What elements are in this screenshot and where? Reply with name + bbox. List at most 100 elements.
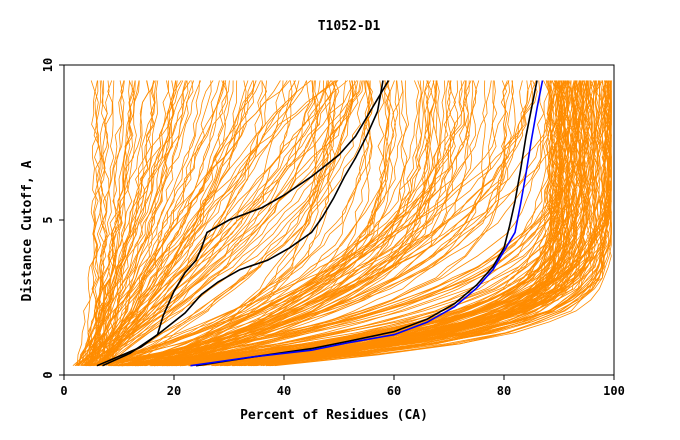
model-curve bbox=[100, 80, 348, 366]
model-curve bbox=[106, 80, 186, 366]
model-curve bbox=[172, 80, 391, 367]
x-tick-label: 20 bbox=[167, 384, 181, 398]
model-curve bbox=[96, 80, 281, 366]
model-curve bbox=[93, 80, 560, 367]
model-curve bbox=[88, 80, 435, 367]
model-curve bbox=[77, 80, 339, 366]
model-curve bbox=[154, 80, 572, 367]
model-curve bbox=[102, 80, 399, 367]
model-curve bbox=[172, 80, 391, 367]
highlighted-model-curves bbox=[96, 80, 544, 367]
model-curve bbox=[105, 80, 307, 366]
model-curve bbox=[169, 80, 525, 367]
model-curve bbox=[98, 80, 324, 367]
model-curve bbox=[103, 80, 300, 366]
x-tick-label: 0 bbox=[60, 384, 67, 398]
model-curve bbox=[94, 80, 111, 366]
y-tick-label: 5 bbox=[41, 216, 55, 223]
y-axis-ticks: 0 5 10 bbox=[41, 58, 64, 379]
model-curve bbox=[91, 80, 101, 366]
model-curve bbox=[88, 80, 172, 366]
model-curve bbox=[105, 80, 123, 366]
model-curve bbox=[82, 80, 169, 366]
model-curve bbox=[179, 80, 601, 367]
model-curve bbox=[102, 80, 436, 367]
model-curve bbox=[90, 80, 587, 367]
model-curve bbox=[86, 80, 225, 366]
model-curve bbox=[233, 80, 594, 367]
model-curve bbox=[196, 80, 554, 367]
x-axis-ticks: 0 20 40 60 80 100 bbox=[60, 375, 625, 398]
y-tick-label: 10 bbox=[41, 58, 55, 72]
model-curve bbox=[78, 80, 202, 366]
model-curve bbox=[145, 80, 478, 367]
model-curve bbox=[167, 80, 610, 367]
model-curve bbox=[173, 80, 446, 367]
model-curve bbox=[143, 80, 331, 367]
model-curve bbox=[119, 80, 559, 367]
model-curve bbox=[75, 80, 191, 366]
model-curve bbox=[107, 80, 249, 366]
model-curve bbox=[114, 80, 354, 367]
model-curve bbox=[109, 80, 340, 367]
model-curve bbox=[86, 80, 261, 366]
model-curve bbox=[90, 80, 156, 366]
model-curve bbox=[219, 80, 578, 367]
model-curve bbox=[153, 80, 439, 367]
model-curve bbox=[80, 80, 247, 366]
model-curve bbox=[164, 80, 486, 367]
model-curve bbox=[254, 80, 592, 367]
chart-title: T1052-D1 bbox=[318, 19, 381, 34]
model-curve bbox=[125, 80, 545, 367]
model-curve bbox=[86, 80, 508, 367]
model-curve bbox=[256, 80, 607, 367]
model-curve bbox=[137, 80, 422, 367]
model-curve bbox=[94, 80, 140, 366]
model-curve bbox=[86, 80, 516, 367]
model-curve bbox=[166, 80, 474, 367]
model-curve bbox=[103, 80, 254, 366]
model-curve bbox=[215, 80, 567, 367]
highlight-series-line-4 bbox=[190, 80, 544, 367]
model-curve bbox=[250, 80, 590, 367]
model-curve bbox=[120, 80, 612, 367]
y-tick-label: 0 bbox=[41, 371, 55, 378]
x-tick-label: 60 bbox=[387, 384, 401, 398]
model-curve bbox=[126, 80, 465, 367]
model-curve bbox=[87, 80, 136, 366]
model-curve bbox=[118, 80, 400, 367]
model-curve bbox=[96, 80, 220, 366]
model-curve bbox=[100, 80, 230, 366]
model-curve bbox=[108, 80, 374, 367]
model-curve bbox=[89, 80, 538, 367]
model-curve bbox=[95, 80, 293, 367]
model-curve bbox=[137, 80, 563, 367]
model-curve bbox=[163, 80, 586, 367]
model-curve bbox=[101, 80, 182, 366]
model-curve bbox=[97, 80, 288, 366]
model-curve bbox=[142, 80, 390, 367]
model-curve bbox=[90, 80, 115, 366]
model-curve bbox=[164, 80, 430, 367]
model-curve bbox=[121, 80, 590, 367]
model-curve bbox=[152, 80, 582, 367]
model-curve bbox=[162, 80, 533, 367]
model-curve bbox=[197, 80, 596, 367]
model-curve bbox=[133, 80, 355, 367]
model-curve bbox=[165, 80, 552, 367]
model-curve bbox=[88, 80, 125, 366]
model-curve bbox=[83, 80, 311, 367]
model-curve bbox=[173, 80, 438, 367]
model-curve bbox=[113, 80, 372, 367]
model-curve bbox=[72, 80, 257, 367]
model-curve bbox=[108, 80, 227, 366]
model-curve bbox=[85, 80, 102, 366]
model-curve bbox=[75, 80, 315, 367]
y-axis-title: Distance Cutoff, A bbox=[20, 160, 35, 301]
x-axis-title: Percent of Residues (CA) bbox=[240, 408, 428, 423]
model-curve bbox=[122, 80, 610, 367]
highlight-series-line-2 bbox=[102, 80, 384, 367]
background-model-curves bbox=[72, 80, 612, 367]
model-curve bbox=[267, 80, 584, 367]
